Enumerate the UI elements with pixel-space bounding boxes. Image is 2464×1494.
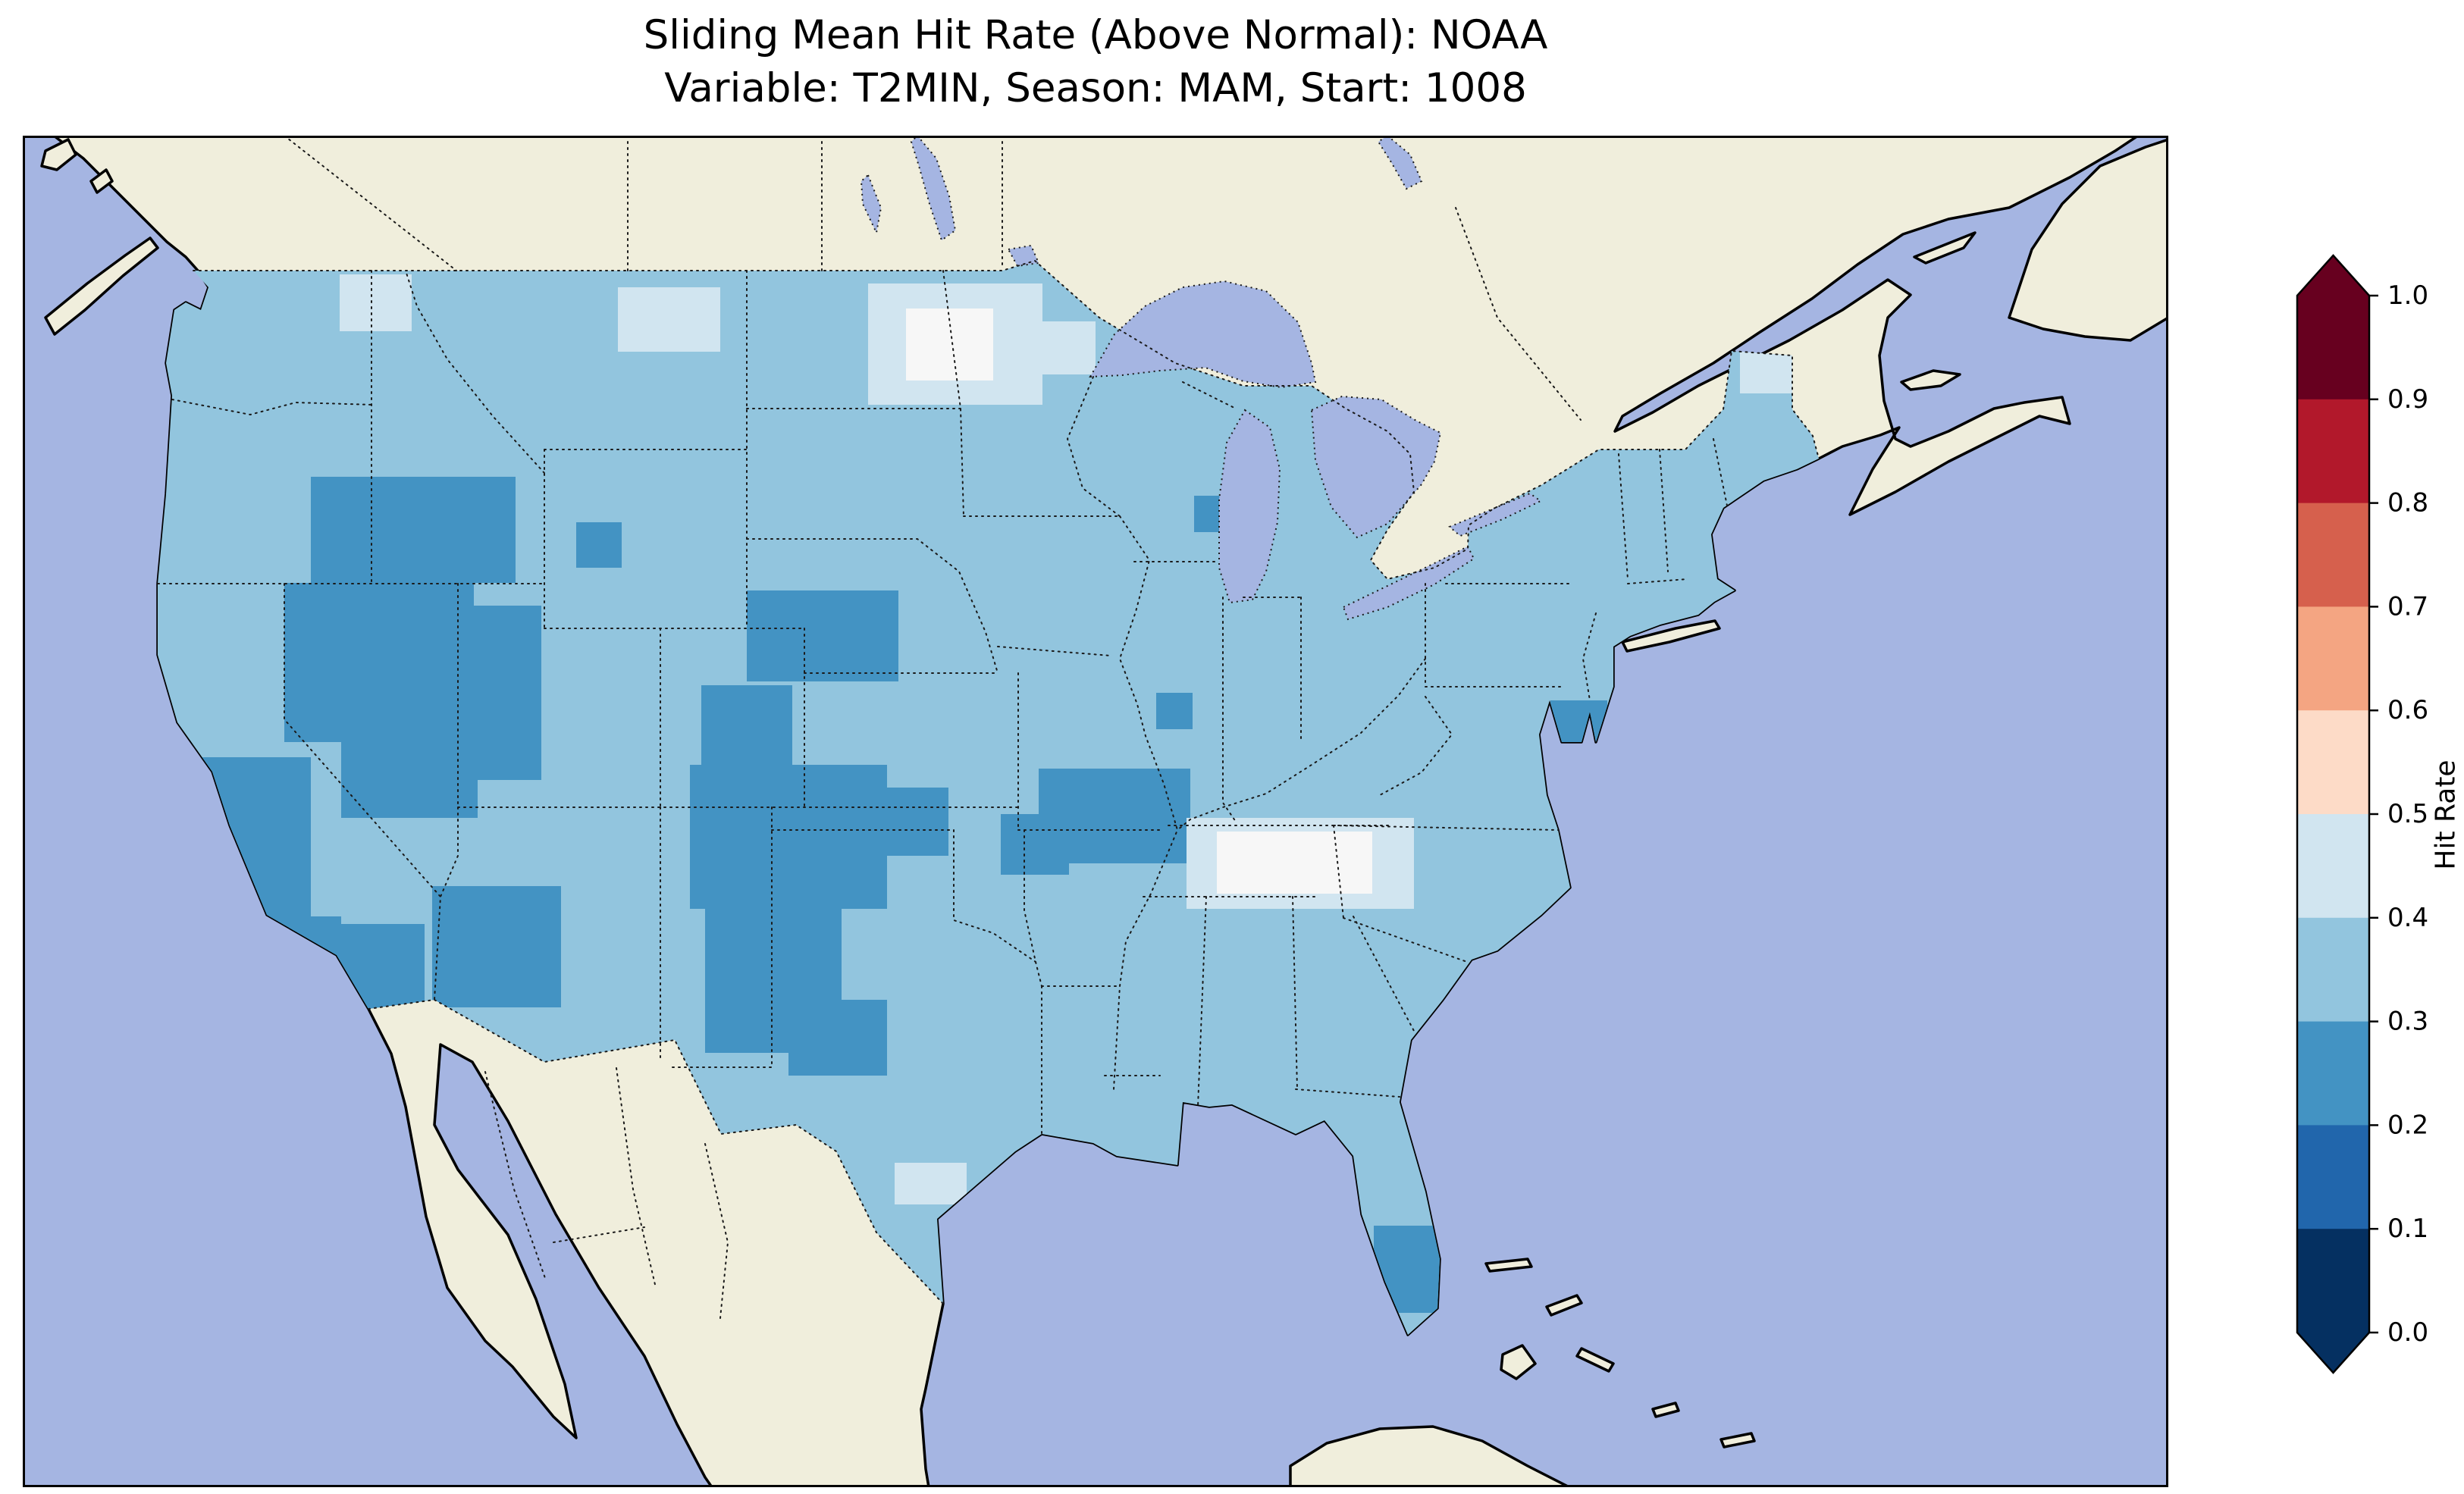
lakes <box>860 136 1542 621</box>
long-island <box>1621 619 1721 653</box>
heatmap-patch-northwest-wyoming <box>576 522 622 568</box>
colorbar-tick-label: 0.7 <box>2387 591 2428 622</box>
colorbar-segment <box>2297 814 2369 919</box>
mexico-state-borders <box>484 1067 729 1319</box>
colorbar-tick-label: 0.3 <box>2387 1007 2428 1037</box>
colorbar-segment <box>2297 1021 2369 1126</box>
james-bay <box>1377 136 1423 190</box>
heatmap-patches <box>197 274 1819 1313</box>
colorbar-tick-label: 0.8 <box>2387 488 2428 518</box>
caicos-island <box>1719 1432 1756 1449</box>
newfoundland-island <box>2008 138 2168 342</box>
heatmap-patch-southern-colorado-new-mexico-oklahoma-panhandle <box>788 1000 887 1076</box>
lake-manitoba <box>860 174 882 236</box>
colorbar-tick-label: 0.0 <box>2387 1317 2428 1348</box>
heatmap-patch-great-basin-nevada-utah-idaho <box>458 606 541 780</box>
heatmap-patch-west-illinois-cell <box>1156 693 1193 729</box>
lake-ontario <box>1448 492 1542 537</box>
colorbar-segment <box>2297 917 2369 1023</box>
canada-province-borders <box>284 136 1582 421</box>
colorbar-over-arrow <box>2297 255 2369 296</box>
state-borders-east <box>1067 376 1728 1107</box>
state-borders-west <box>157 270 1036 1068</box>
bahamas-island <box>1484 1258 1533 1273</box>
colorbar-tick-label: 0.4 <box>2387 903 2428 933</box>
colorbar-tick-label: 0.9 <box>2387 384 2428 415</box>
heatmap-patch-great-basin-nevada-utah-idaho <box>341 727 478 818</box>
colorbar-segment <box>2297 710 2369 815</box>
haida-island <box>40 138 77 171</box>
colorbar-tick-label: 0.5 <box>2387 799 2428 829</box>
cuba-island <box>1289 1425 1571 1487</box>
colorbar: 1.0 0.9 0.8 0.7 0.6 0.5 0.4 0.3 0.2 0.1 0.0 <box>2296 254 2428 1374</box>
vancouver-island <box>44 236 159 336</box>
lake-of-the-woods <box>1007 244 1040 268</box>
heatmap-patch-texas-gulf-coast <box>895 1163 967 1204</box>
colorbar-segment <box>2297 399 2369 504</box>
anticosti-island <box>1913 231 1977 265</box>
axes-frame <box>23 136 2168 1487</box>
heatmap-patch-washington-idaho-border <box>340 274 412 331</box>
colorbar-under-arrow <box>2297 1333 2369 1373</box>
colorbar-segment <box>2297 296 2369 400</box>
heatmap-patch-ozarks-missouri-arkansas-oklahoma <box>1001 814 1069 875</box>
lake-erie <box>1342 545 1475 621</box>
colorbar-segment <box>2297 503 2369 607</box>
prince-edward-island <box>1900 369 1961 391</box>
islands <box>40 138 2168 1487</box>
heatmap-patch-southern-california-arizona <box>432 886 561 1007</box>
lake-superior <box>1089 280 1317 389</box>
colorbar-segment <box>2297 606 2369 711</box>
colorbar-tick-label: 0.2 <box>2387 1110 2428 1140</box>
colorbar-tick-label: 1.0 <box>2387 280 2428 311</box>
heatmap-patch-southeast-wyoming-nebraska <box>747 590 898 681</box>
bc-island <box>89 168 114 194</box>
map-axes <box>23 136 2168 1487</box>
us-mexico-border <box>368 999 944 1305</box>
heatmap-patch-tennessee-core <box>1217 832 1372 894</box>
lake-huron <box>1310 395 1442 539</box>
colorbar-segment <box>2297 1229 2369 1333</box>
heatmap-patch-southern-colorado-new-mexico-oklahoma-panhandle <box>804 788 948 856</box>
colorbar-tick-label: 0.1 <box>2387 1214 2428 1244</box>
colorbar-tick-label: 0.6 <box>2387 695 2428 725</box>
heatmap-patch-great-basin-nevada-utah-idaho <box>311 477 516 583</box>
colorbar-axis-label: Hit Rate <box>2430 760 2462 870</box>
heatmap-patch-great-basin-nevada-utah-idaho <box>284 583 474 742</box>
andros-island <box>1500 1344 1537 1380</box>
lake-michigan <box>1218 409 1281 604</box>
heatmap-patch-central-colorado <box>701 685 792 772</box>
turks-island <box>1651 1402 1680 1418</box>
bahama-long-island <box>1575 1347 1615 1373</box>
title-line1: Sliding Mean Hit Rate (Above Normal): NO… <box>643 12 1548 58</box>
colorbar-segment <box>2297 1125 2369 1229</box>
eleuthera-island <box>1545 1294 1583 1317</box>
state-borders-central <box>746 270 1302 1135</box>
heatmap-patch-north-dakota-minnesota <box>1042 321 1096 374</box>
figure-title: Sliding Mean Hit Rate (Above Normal): NO… <box>23 9 2168 115</box>
heatmap-patch-north-montana <box>618 287 720 352</box>
title-line2: Variable: T2MIN, Season: MAM, Start: 100… <box>664 64 1527 111</box>
lake-winnipeg <box>910 136 957 242</box>
